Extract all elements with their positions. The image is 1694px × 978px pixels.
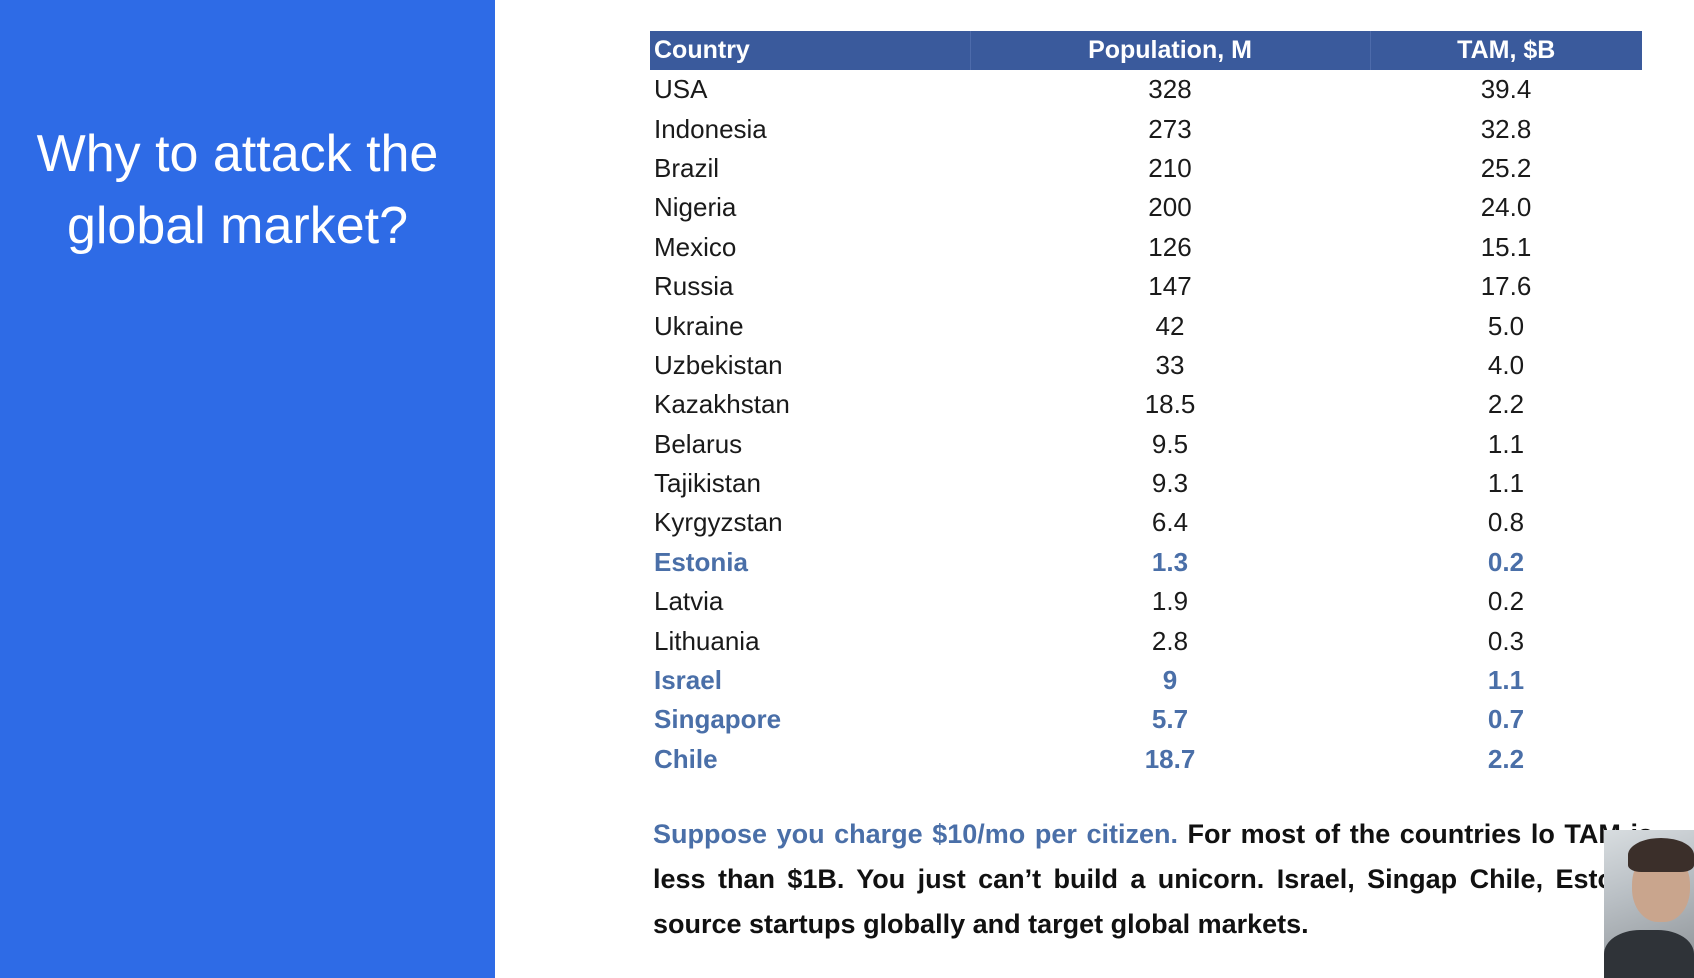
cell-tam: 32.8 <box>1480 113 1532 144</box>
table-row: Belarus 9.5 1.1 <box>650 425 1642 464</box>
title-panel: Why to attack the global market? <box>0 0 495 978</box>
cell-population: 126 <box>1148 231 1192 262</box>
cell-country: Lithuania <box>654 625 760 656</box>
table-header-row: Country Population, M TAM, $B <box>650 31 1642 70</box>
table-row: Estonia 1.3 0.2 <box>650 543 1642 582</box>
table-row: Russia 147 17.6 <box>650 267 1642 306</box>
cell-country: Indonesia <box>654 113 767 144</box>
presenter-video-thumbnail <box>1604 830 1694 978</box>
cell-country: Nigeria <box>654 192 737 223</box>
cell-tam: 17.6 <box>1480 271 1532 302</box>
table-row: Lithuania 2.8 0.3 <box>650 621 1642 660</box>
cell-population: 18.7 <box>1144 743 1196 774</box>
table-row: Brazil 210 25.2 <box>650 149 1642 188</box>
table-row: Indonesia 273 32.8 <box>650 109 1642 148</box>
cell-country: Russia <box>654 271 734 302</box>
cell-tam: 2.2 <box>1487 389 1525 420</box>
table-row: Kazakhstan 18.5 2.2 <box>650 385 1642 424</box>
cell-tam: 0.3 <box>1487 625 1525 656</box>
cell-population: 5.7 <box>1151 704 1189 735</box>
table-row: Latvia 1.9 0.2 <box>650 582 1642 621</box>
cell-population: 6.4 <box>1151 507 1189 538</box>
cell-population: 42 <box>1155 310 1185 341</box>
cell-tam: 4.0 <box>1487 349 1525 380</box>
table-row: Mexico 126 15.1 <box>650 228 1642 267</box>
table-row: Tajikistan 9.3 1.1 <box>650 464 1642 503</box>
table-row: Israel 9 1.1 <box>650 661 1642 700</box>
cell-population: 33 <box>1155 349 1185 380</box>
footnote-accent: Suppose you charge $10/mo per citizen. <box>653 819 1178 849</box>
cell-country: Tajikistan <box>654 468 761 499</box>
cell-country: USA <box>654 74 708 105</box>
table-body: USA 328 39.4 Indonesia 273 32.8 Brazil 210 25.2 N… <box>650 70 1642 779</box>
table-row: Singapore 5.7 0.7 <box>650 700 1642 739</box>
cell-country: Ukraine <box>654 310 744 341</box>
tam-table-container: Country Population, M TAM, $B USA 328 39.4… <box>650 31 1642 779</box>
slide-title: Why to attack the global market? <box>36 125 439 255</box>
table-header: Country Population, M TAM, $B <box>650 31 1642 70</box>
table-row: Kyrgyzstan 6.4 0.8 <box>650 503 1642 542</box>
cell-population: 1.9 <box>1151 586 1189 617</box>
cell-country: Brazil <box>654 152 720 183</box>
header-tam: TAM, $B <box>1370 31 1642 70</box>
header-country: Country <box>650 31 971 70</box>
tam-table: Country Population, M TAM, $B USA 328 39.4… <box>650 31 1642 779</box>
cell-country: Belarus <box>654 428 743 459</box>
cell-population: 147 <box>1148 271 1192 302</box>
cell-tam: 0.7 <box>1487 704 1525 735</box>
cell-tam: 1.1 <box>1487 665 1525 696</box>
cell-population: 18.5 <box>1144 389 1196 420</box>
table-row: Chile 18.7 2.2 <box>650 740 1642 779</box>
cell-tam: 0.2 <box>1487 546 1525 577</box>
cell-population: 9.5 <box>1151 428 1189 459</box>
cell-country: Estonia <box>654 546 748 577</box>
cell-population: 200 <box>1148 192 1192 223</box>
cell-tam: 25.2 <box>1480 152 1532 183</box>
cell-population: 210 <box>1148 152 1192 183</box>
header-population: Population, M <box>970 31 1371 70</box>
cell-population: 273 <box>1148 113 1192 144</box>
footnote-text: Suppose you charge $10/mo per citizen. F… <box>653 812 1653 947</box>
cell-tam: 39.4 <box>1480 74 1532 105</box>
cell-population: 9 <box>1162 665 1178 696</box>
cell-country: Mexico <box>654 231 737 262</box>
cell-tam: 0.2 <box>1487 586 1525 617</box>
cell-population: 1.3 <box>1151 546 1189 577</box>
table-row: Ukraine 42 5.0 <box>650 306 1642 345</box>
presenter-hair <box>1628 838 1694 872</box>
cell-country: Kazakhstan <box>654 389 790 420</box>
table-row: Nigeria 200 24.0 <box>650 188 1642 227</box>
cell-country: Uzbekistan <box>654 349 783 380</box>
cell-tam: 15.1 <box>1480 231 1532 262</box>
cell-tam: 5.0 <box>1487 310 1525 341</box>
presenter-shoulders <box>1604 930 1694 978</box>
cell-population: 328 <box>1148 74 1192 105</box>
cell-population: 9.3 <box>1151 468 1189 499</box>
cell-tam: 0.8 <box>1487 507 1525 538</box>
cell-country: Israel <box>654 665 722 696</box>
cell-population: 2.8 <box>1151 625 1189 656</box>
footnote-body: For most of the countries lo TAM is less… <box>653 819 1653 939</box>
cell-country: Kyrgyzstan <box>654 507 783 538</box>
cell-tam: 24.0 <box>1480 192 1532 223</box>
cell-tam: 2.2 <box>1487 743 1525 774</box>
table-row: Uzbekistan 33 4.0 <box>650 346 1642 385</box>
cell-country: Chile <box>654 743 718 774</box>
cell-tam: 1.1 <box>1487 468 1525 499</box>
table-row: USA 328 39.4 <box>650 70 1642 109</box>
cell-country: Singapore <box>654 704 782 735</box>
cell-tam: 1.1 <box>1487 428 1525 459</box>
cell-country: Latvia <box>654 586 724 617</box>
